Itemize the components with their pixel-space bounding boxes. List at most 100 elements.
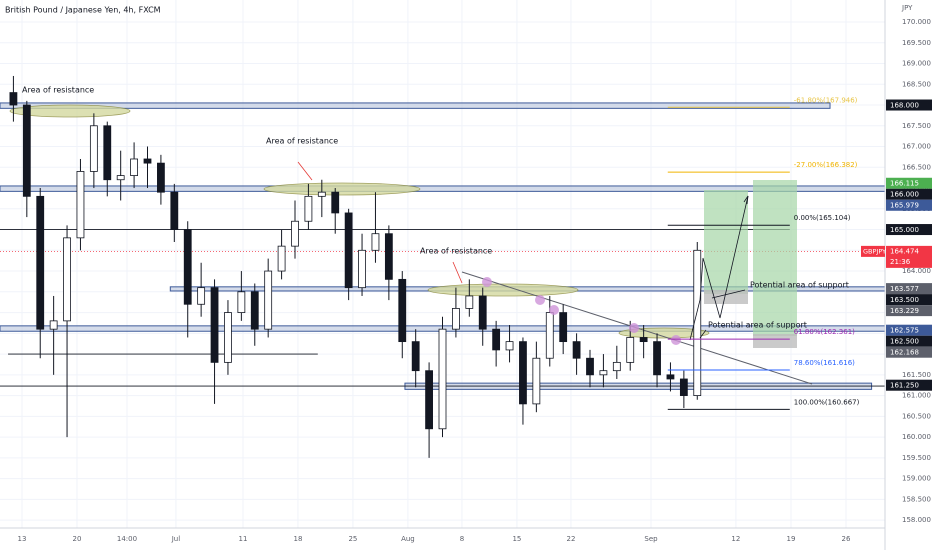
price-label: 166.000 [890, 191, 919, 199]
y-tick-label: 160.000 [902, 433, 931, 441]
annotation: Area of resistance [266, 137, 338, 146]
fib-label: 100.00%(160.667) [794, 398, 860, 406]
price-label: 163.229 [890, 307, 919, 315]
price-label-bg [886, 379, 932, 391]
price-label: 165.979 [890, 202, 919, 210]
price-label-bg [886, 346, 932, 358]
candle-body [250, 291, 259, 330]
candle-body [9, 92, 18, 106]
candle-body [371, 233, 380, 251]
candle-body [492, 328, 501, 351]
axis-layer: 158.000 158.500 159.000 159.500 160.000 160.5… [18, 18, 932, 543]
price-label-bg [886, 294, 932, 306]
zone-highlight [618, 327, 710, 339]
candle-body [666, 374, 675, 380]
fib-label: -61.80%(167.946) [794, 96, 858, 104]
y-tick-label: 167.500 [902, 122, 931, 130]
price-label-bg [886, 305, 932, 317]
annotation: Potential area of support [708, 321, 807, 330]
candle-body [170, 191, 179, 230]
candle-body [344, 212, 353, 289]
candle-body [197, 287, 206, 305]
x-tick-label: 11 [239, 535, 248, 543]
candle-body [572, 341, 581, 359]
price-label-bg [886, 188, 932, 200]
candle-body [277, 245, 286, 272]
candle-body [545, 312, 554, 359]
y-tick-label: 158.500 [902, 495, 931, 503]
candle-body [425, 370, 433, 430]
zone-highlight [263, 182, 421, 196]
price-label-bg [886, 324, 932, 336]
fib-layer: -61.80%(167.946) -27.00%(166.382) 0.00%(16… [667, 96, 860, 410]
y-tick-label: 161.000 [902, 392, 931, 400]
x-tick-label: 14:00 [117, 535, 137, 543]
candle-body [304, 195, 313, 222]
y-tick-label: 158.000 [902, 516, 931, 524]
candle-body [116, 175, 125, 181]
candle-body [398, 278, 407, 343]
candle-body [639, 337, 648, 343]
touch-point [549, 305, 559, 315]
candle-body [679, 378, 688, 396]
candle-layer [9, 75, 702, 458]
x-tick-label: 26 [842, 535, 851, 543]
candle-body [478, 295, 487, 330]
x-tick-label: 13 [18, 535, 27, 543]
candle-body [237, 291, 246, 313]
candle-body [76, 171, 85, 239]
candle-body [626, 337, 635, 363]
x-tick-label: 18 [293, 535, 302, 543]
price-label-bg [886, 335, 932, 347]
candle-body [224, 312, 232, 363]
price-label: 163.577 [890, 285, 919, 293]
stop-box [753, 334, 797, 348]
x-tick-label: 20 [73, 535, 82, 543]
y-tick-label: 159.500 [902, 454, 931, 462]
zone [0, 185, 886, 192]
candle-body [693, 249, 702, 396]
candle-body [653, 341, 661, 376]
price-label: 161.250 [890, 382, 919, 390]
candle-body [519, 341, 527, 405]
y-tick-label: 166.500 [902, 163, 931, 171]
y-tick-label: 170.000 [902, 18, 931, 26]
candle-body [210, 287, 219, 363]
candle-body [358, 249, 366, 289]
price-label: 163.500 [890, 296, 919, 304]
touch-point [629, 323, 639, 333]
x-tick-label: 8 [460, 535, 464, 543]
symbol-label-bg [861, 245, 885, 257]
price-label-bg [886, 224, 932, 236]
arrow-head [743, 195, 749, 205]
price-label-bg [886, 99, 932, 111]
candle-body [63, 237, 71, 322]
x-tick-label: 22 [566, 535, 575, 543]
axis-unit: JPY [901, 4, 913, 12]
target-box [704, 190, 748, 294]
candle-body [291, 220, 299, 247]
touch-point [535, 295, 545, 305]
annotation: Area of resistance [420, 247, 492, 256]
fib-label: 61.80%(162.361) [794, 328, 855, 336]
fib-label: 0.00%(165.104) [794, 214, 851, 222]
candle-body [331, 191, 340, 214]
y-tick-label: 164.000 [902, 267, 931, 275]
target-box [753, 180, 797, 336]
touch-point [671, 335, 681, 345]
fib-label: 78.60%(161.616) [794, 359, 855, 367]
x-tick-label: Sep [644, 535, 658, 543]
zone [0, 102, 831, 109]
y-tick-label: 169.000 [902, 60, 931, 68]
x-tick-label: Aug [401, 535, 415, 543]
candle-body [586, 357, 594, 376]
candle-body [264, 270, 273, 330]
price-label: 162.500 [890, 338, 919, 346]
candle-body [317, 191, 326, 197]
pointer-arrow [452, 261, 463, 284]
y-tick-label: 169.500 [902, 39, 931, 47]
candle-body [452, 308, 460, 330]
annotation: Area of resistance [22, 86, 94, 95]
candle-body [532, 357, 541, 405]
candle-body [384, 233, 393, 280]
